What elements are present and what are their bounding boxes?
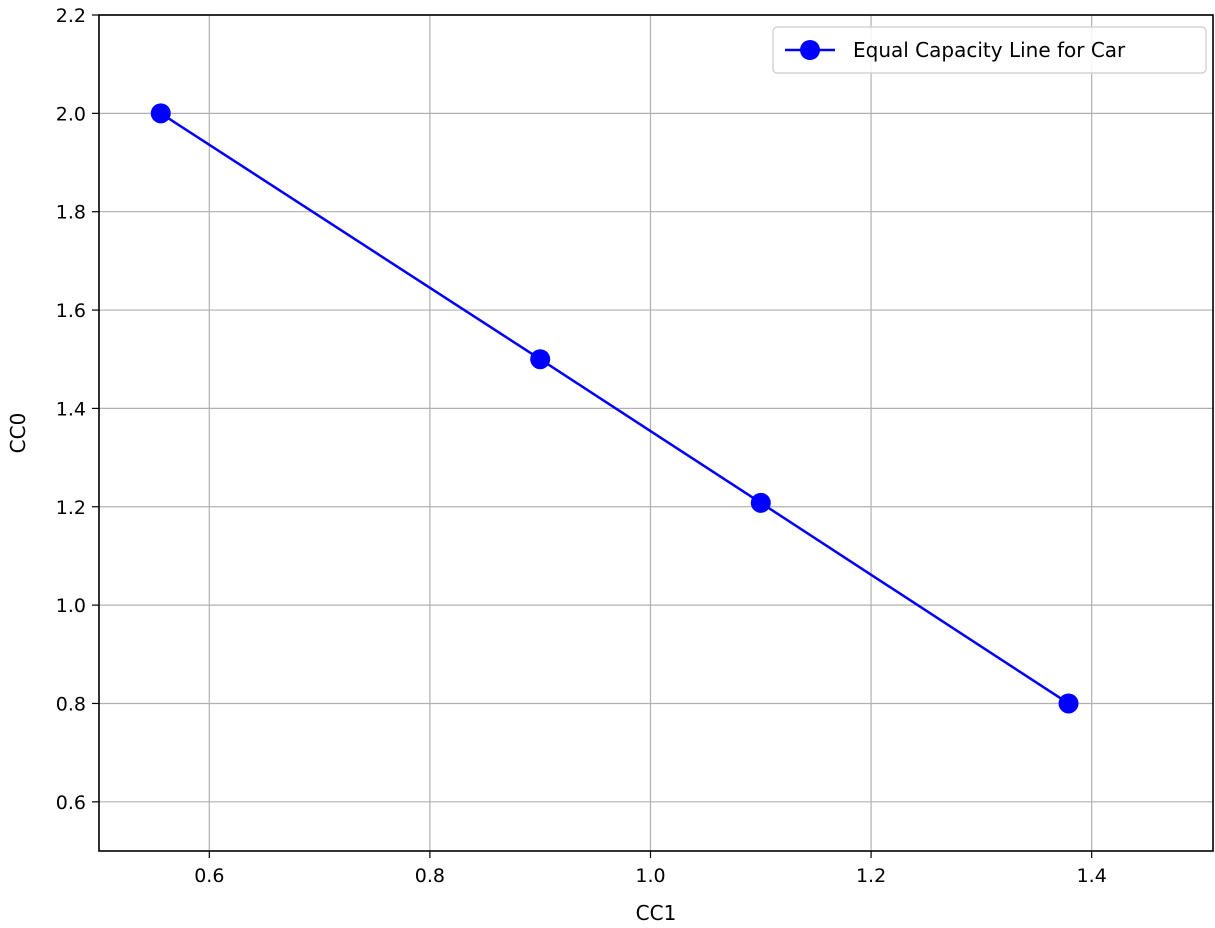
series-group [150,103,1079,714]
y-tick-label: 1.8 [56,202,86,224]
y-tick-label: 0.8 [56,693,86,715]
plot-frame [98,14,1214,852]
data-point [530,349,551,370]
series-line [160,112,1070,705]
x-axis-label: CC1 [636,901,677,925]
y-tick-label: 1.4 [56,398,86,420]
y-tick-label: 1.6 [56,300,86,322]
x-tick-label: 0.6 [194,865,224,887]
data-point [750,492,771,513]
y-axis-label: CC0 [6,413,30,454]
y-tick-label: 2.2 [56,5,86,27]
x-tick-label: 1.2 [856,865,886,887]
data-point [1058,693,1079,714]
y-tick-label: 0.6 [56,792,86,814]
legend: Equal Capacity Line for Car [772,26,1207,74]
legend-box [772,26,1207,74]
data-point [150,103,171,124]
x-tick-label: 1.0 [635,865,665,887]
legend-entry-label: Equal Capacity Line for Car [853,38,1126,62]
x-tick-label: 0.8 [415,865,445,887]
legend-marker-swatch [800,40,820,60]
ticks: 0.6 0.8 1.0 1.2 1.4 0.6 0.8 1.0 1.2 1.4 1.6 1.8 2.0 2… [56,5,1107,887]
y-tick-label: 1.0 [56,595,86,617]
y-tick-label: 1.2 [56,497,86,519]
x-tick-label: 1.4 [1077,865,1107,887]
y-tick-label: 2.0 [56,103,86,125]
